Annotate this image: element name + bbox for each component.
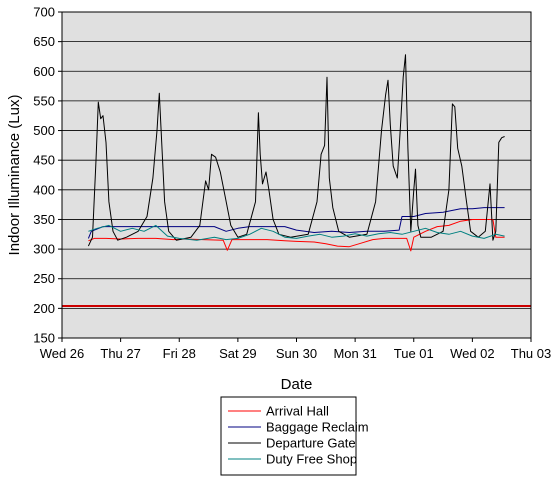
y-tick-label: 650 [33,34,55,49]
x-tick-label: Mon 31 [333,346,376,361]
y-axis: 150 200 250 300 350 400 450 500 550 600 650 700 [33,5,62,346]
y-tick-label: 150 [33,331,55,346]
y-tick-label: 400 [33,182,55,197]
y-tick-label: 600 [33,64,55,79]
legend-label: Arrival Hall [266,404,329,419]
x-tick-label: Thu 27 [100,346,140,361]
series-line-duty-free-shop [88,224,505,241]
x-tick-label: Wed 02 [450,346,495,361]
x-axis-title: Date [281,376,313,393]
y-axis-title: Indoor Illuminance (Lux) [6,95,23,256]
x-tick-label: Sat 29 [219,346,257,361]
legend-label: Departure Gate [266,436,356,451]
x-tick-label: Wed 26 [40,346,85,361]
y-tick-label: 500 [33,123,55,138]
x-tick-label: Sun 30 [276,346,317,361]
y-tick-label: 300 [33,242,55,257]
y-tick-label: 550 [33,93,55,108]
y-tick-label: 350 [33,212,55,227]
x-tick-label: Tue 01 [394,346,434,361]
plot-area [62,12,531,338]
series-line-departure-gate [87,54,505,247]
series-layer [87,54,505,252]
series-line-arrival-hall [88,219,505,252]
x-tick-label: Fri 28 [163,346,196,361]
legend-label: Duty Free Shop [266,452,357,467]
y-tick-label: 700 [33,5,55,20]
legend-label: Baggage Reclaim [266,420,369,435]
y-tick-label: 250 [33,271,55,286]
x-tick-label: Thu 03 [511,346,551,361]
y-tick-label: 450 [33,153,55,168]
y-tick-label: 200 [33,301,55,316]
legend-box [220,396,357,476]
x-axis: Wed 26 Thu 27 Fri 28 Sat 29 Sun 30 Mon 31 Tue … [40,338,551,361]
